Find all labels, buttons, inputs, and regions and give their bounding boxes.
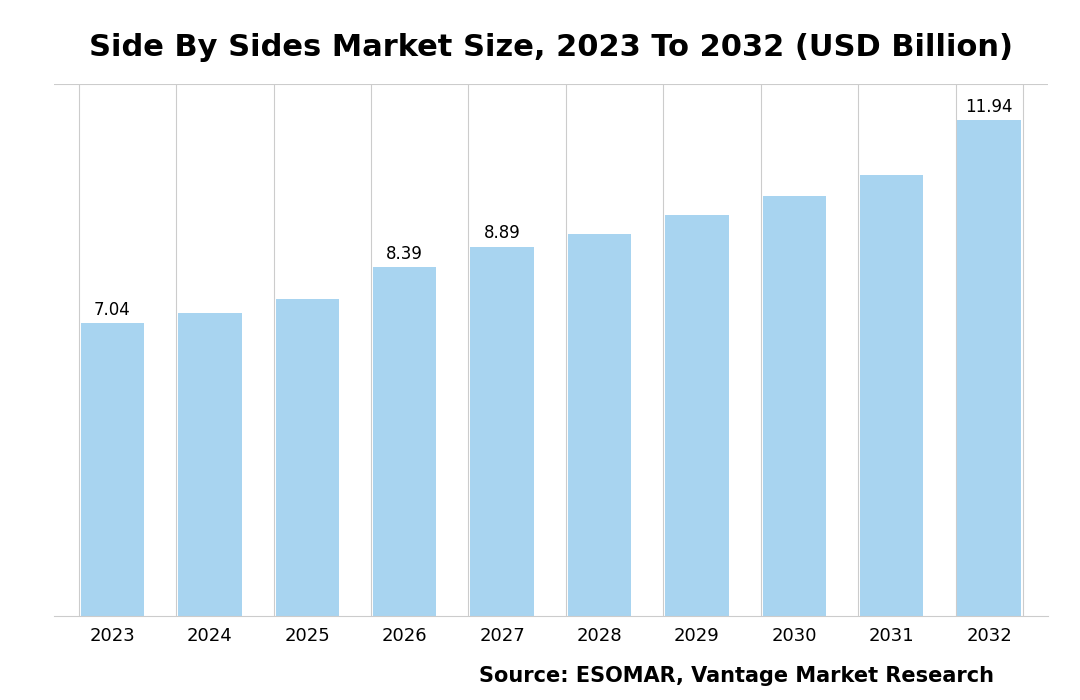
Bar [471, 246, 534, 616]
Bar [373, 267, 436, 616]
Bar [665, 215, 729, 616]
Text: 8.89: 8.89 [484, 225, 521, 242]
Title: Side By Sides Market Size, 2023 To 2032 (USD Billion): Side By Sides Market Size, 2023 To 2032 … [89, 33, 1013, 62]
Bar [275, 300, 339, 616]
Text: 8.39: 8.39 [387, 245, 423, 263]
Bar [178, 313, 242, 616]
Bar [860, 176, 923, 616]
Bar [568, 234, 631, 616]
Bar [762, 196, 826, 616]
Bar [81, 323, 144, 616]
Text: Source: ESOMAR, Vantage Market Research: Source: ESOMAR, Vantage Market Research [478, 666, 994, 686]
Bar [958, 120, 1021, 616]
Text: 11.94: 11.94 [966, 97, 1013, 116]
Text: 7.04: 7.04 [94, 301, 131, 319]
